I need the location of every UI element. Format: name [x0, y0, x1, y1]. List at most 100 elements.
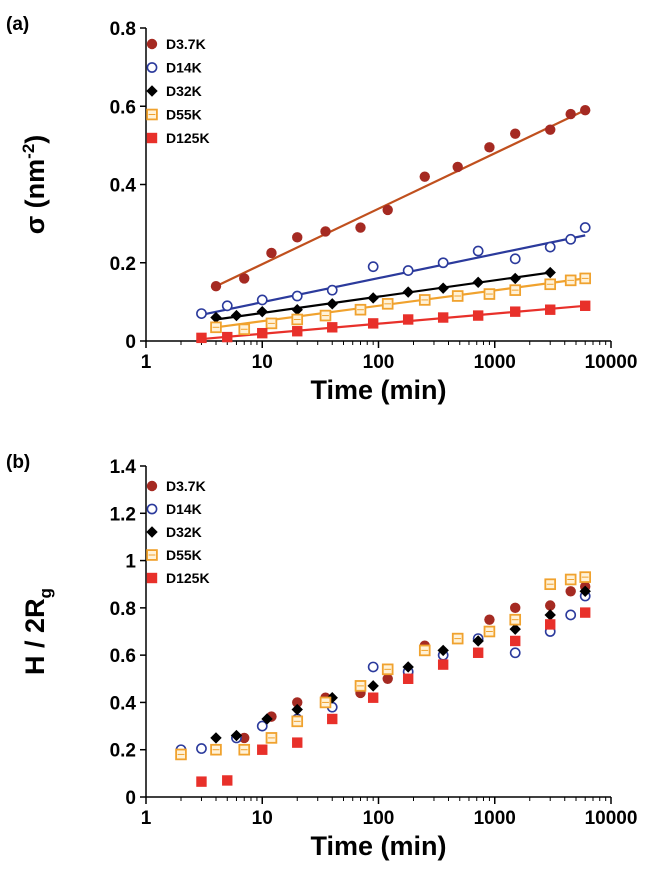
- data-point-d32k: [579, 585, 591, 598]
- data-point-d37k: [382, 673, 393, 684]
- data-point-d125k: [580, 607, 591, 618]
- legend-marker-d14k: [146, 62, 158, 73]
- data-point-d125k: [257, 327, 268, 339]
- data-point-d125k: [196, 332, 207, 344]
- data-point-d125k: [472, 310, 484, 321]
- data-point-d14k: [256, 720, 268, 732]
- x-tick-label: 1: [141, 808, 152, 829]
- y-tick-label: 0.8: [110, 599, 136, 620]
- data-point-d32k: [210, 311, 222, 324]
- data-point-d37k: [452, 161, 463, 173]
- data-point-d37k: [565, 586, 576, 597]
- data-point-d37k: [239, 273, 250, 284]
- data-point-d14k: [196, 743, 207, 754]
- legend-label-d125k: D125K: [166, 130, 210, 146]
- data-point-d125k: [545, 619, 556, 630]
- legend-label-d55k: D55K: [166, 547, 202, 563]
- data-point-d14k: [402, 265, 414, 276]
- legend-marker-d32k: [146, 526, 158, 538]
- y-tick-label: 1.4: [110, 457, 137, 478]
- data-point-d37k: [565, 108, 576, 120]
- data-point-d37k: [382, 204, 393, 216]
- data-point-d125k: [257, 744, 268, 755]
- x-tick-label: 10000: [585, 808, 638, 829]
- data-point-d32k: [544, 609, 556, 621]
- x-tick-label: 1: [141, 352, 152, 373]
- legend-label-d55k: D55K: [166, 107, 202, 123]
- data-point-d37k: [580, 104, 591, 116]
- data-point-d125k: [327, 322, 338, 333]
- data-point-d14k: [544, 241, 556, 253]
- data-point-d125k: [327, 713, 338, 725]
- legend-marker-d125k: [146, 132, 158, 144]
- data-point-d125k: [402, 673, 414, 684]
- data-point-d32k: [509, 272, 521, 285]
- data-point-d37k: [320, 226, 331, 237]
- data-point-d125k: [222, 331, 233, 343]
- y-tick-label: 0.4: [110, 176, 137, 197]
- x-tick-label: 1000: [474, 808, 516, 829]
- legend-label-d125k: D125K: [166, 570, 210, 586]
- data-point-d14k: [196, 308, 207, 320]
- y-tick-label: 0.6: [110, 97, 136, 118]
- data-point-d37k: [484, 614, 495, 625]
- data-point-d14k: [437, 257, 449, 269]
- data-point-d14k: [472, 245, 484, 257]
- data-point-d32k: [210, 732, 222, 744]
- data-point-d32k: [291, 703, 303, 716]
- data-point-d37k: [510, 602, 521, 614]
- data-point-d37k: [419, 171, 430, 182]
- data-point-d37k: [355, 222, 366, 233]
- legend-marker-d125k: [146, 572, 158, 584]
- legend-label-d32k: D32K: [166, 524, 202, 540]
- data-point-d32k: [544, 266, 556, 279]
- data-point-d125k: [510, 306, 521, 317]
- y-tick-label: 0.6: [110, 646, 136, 667]
- y-tick-label: 1: [125, 552, 136, 573]
- data-point-d32k: [230, 729, 243, 742]
- y-tick-label: 0.2: [110, 741, 136, 762]
- fit-line-d32k: [215, 271, 551, 321]
- panel-a-chart: (a) 0 0.2 0.4 0.6 0.8 1 10 100 1000 10000 Time (min…: [6, 14, 637, 405]
- legend-label-d14k: D14K: [166, 501, 202, 517]
- data-point-d125k: [545, 304, 556, 315]
- data-point-d32k: [472, 276, 484, 289]
- data-point-d32k: [437, 282, 449, 294]
- data-point-d14k: [291, 290, 303, 302]
- data-point-d32k: [326, 298, 338, 310]
- panel-b-chart: (b) 0 0.2 0.4 0.6 0.8 1 1.2 1.4 1 10 100 1000 10000 Ti…: [6, 452, 637, 861]
- x-tick-label: 10: [252, 808, 273, 829]
- x-axis-title: Time (min): [310, 375, 446, 405]
- data-point-d37k: [484, 142, 495, 153]
- data-point-d14k: [579, 222, 591, 233]
- data-point-d125k: [437, 312, 449, 323]
- y-tick-label: 0.4: [110, 693, 137, 714]
- data-point-d32k: [367, 292, 379, 304]
- data-point-d32k: [261, 713, 273, 725]
- data-point-d125k: [367, 318, 379, 329]
- data-point-d14k: [509, 253, 521, 265]
- data-point-d125k: [510, 635, 521, 647]
- x-axis-title: Time (min): [310, 831, 446, 861]
- panel-label: (a): [6, 14, 29, 35]
- legend-label-d32k: D32K: [166, 83, 202, 99]
- data-point-d32k: [402, 286, 414, 298]
- data-point-d32k: [326, 692, 338, 704]
- data-point-d32k: [402, 661, 414, 673]
- data-point-d14k: [509, 647, 521, 659]
- y-axis-title: H / 2Rg: [20, 588, 55, 675]
- x-tick-label: 100: [363, 808, 395, 829]
- data-point-d125k: [472, 647, 484, 658]
- y-tick-label: 0.2: [110, 254, 136, 275]
- data-point-d32k: [291, 304, 303, 316]
- legend-marker-d37k: [146, 480, 158, 492]
- data-point-d32k: [509, 623, 521, 635]
- data-point-d125k: [367, 692, 379, 703]
- data-point-d37k: [210, 281, 222, 292]
- data-point-d125k: [402, 314, 414, 325]
- data-point-d37k: [545, 124, 556, 135]
- data-point-d125k: [437, 659, 449, 670]
- data-point-d32k: [230, 309, 243, 322]
- y-tick-label: 0: [125, 788, 136, 809]
